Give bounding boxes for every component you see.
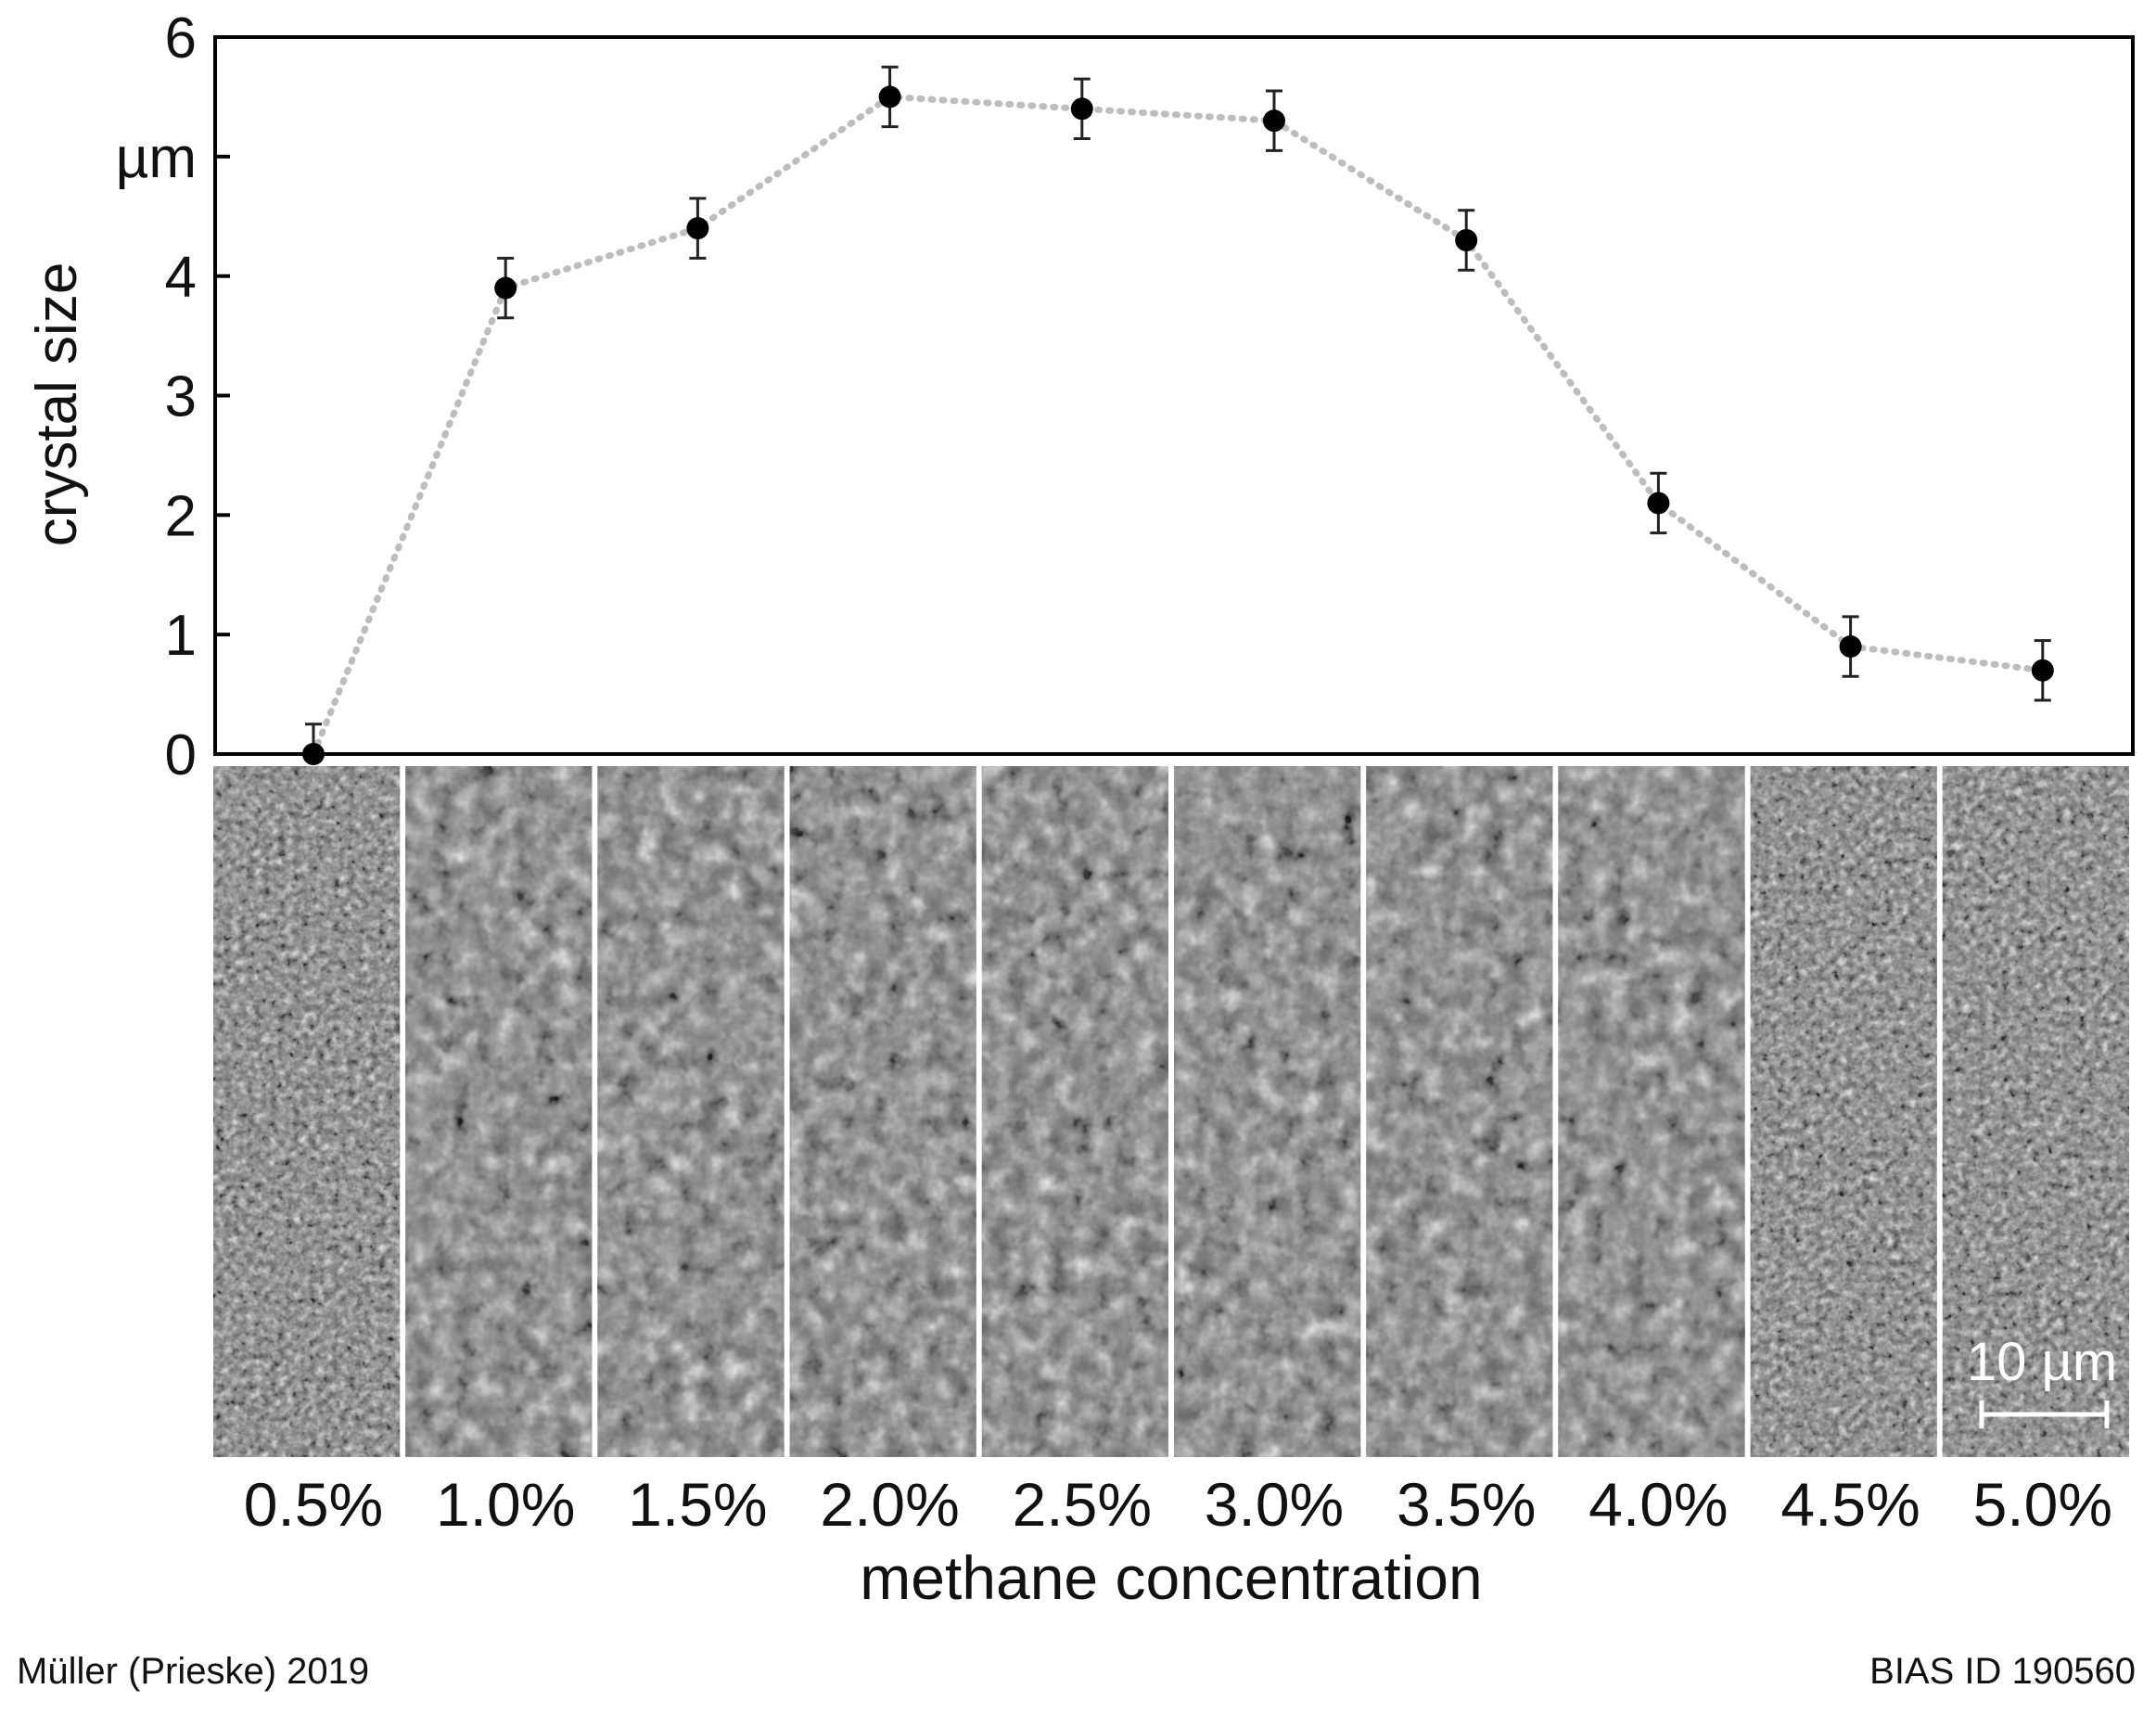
y-tick-label: 4 bbox=[165, 246, 197, 310]
micrograph-panel bbox=[1942, 766, 2129, 1457]
micrograph-panel bbox=[213, 766, 401, 1457]
micrograph-panel bbox=[597, 766, 785, 1457]
micrograph-strip bbox=[213, 766, 2129, 1457]
credit-right: BIAS ID 190560 bbox=[1869, 1651, 2136, 1692]
x-tick-label: 1.0% bbox=[436, 1470, 575, 1539]
y-tick-label: 2 bbox=[165, 484, 197, 548]
data-point bbox=[302, 743, 325, 765]
micrograph-panel bbox=[789, 766, 976, 1457]
data-point bbox=[878, 85, 901, 109]
x-tick-label: 3.5% bbox=[1397, 1470, 1536, 1539]
scale-bar-label: 10 µm bbox=[1967, 1332, 2117, 1392]
x-tick-labels: 0.5% 1.0% 1.5% 2.0% 2.5% 3.0% 3.5% 4.0% 4.5% 5.0% bbox=[244, 1470, 2112, 1539]
data-point bbox=[1070, 97, 1093, 121]
x-axis-title: methane concentration bbox=[860, 1543, 1482, 1612]
connector-layer bbox=[310, 93, 2047, 758]
x-tick-label: 3.0% bbox=[1205, 1470, 1344, 1539]
data-point bbox=[686, 217, 709, 240]
x-tick-label: 2.5% bbox=[1013, 1470, 1152, 1539]
y-tick-label: 6 bbox=[165, 6, 197, 70]
micrograph-panel bbox=[981, 766, 1168, 1457]
y-axis-title: crystal size bbox=[25, 262, 89, 547]
data-point bbox=[2031, 659, 2054, 682]
data-point bbox=[1263, 109, 1285, 133]
y-tick-label: 0 bbox=[165, 723, 197, 787]
x-tick-label: 4.0% bbox=[1588, 1470, 1728, 1539]
x-tick-label: 5.0% bbox=[1973, 1470, 2112, 1539]
micrograph-panel bbox=[1558, 766, 1745, 1457]
x-tick-label: 2.0% bbox=[820, 1470, 959, 1539]
y-axis: 0 1 2 3 4 6 µm bbox=[116, 6, 230, 787]
micrograph-panel bbox=[1750, 766, 1937, 1457]
y-unit-label: µm bbox=[116, 126, 197, 190]
scale-bar: 10 µm bbox=[1967, 1332, 2117, 1428]
micrograph-panel bbox=[1366, 766, 1553, 1457]
y-tick-label: 1 bbox=[165, 604, 197, 668]
micrograph-panel bbox=[1174, 766, 1361, 1457]
x-tick-label: 1.5% bbox=[628, 1470, 767, 1539]
data-point bbox=[1455, 229, 1478, 252]
micrograph-panel bbox=[405, 766, 593, 1457]
data-point bbox=[1647, 492, 1670, 515]
x-tick-label: 4.5% bbox=[1780, 1470, 1920, 1539]
credit-left: Müller (Prieske) 2019 bbox=[17, 1651, 370, 1692]
x-tick-label: 0.5% bbox=[244, 1470, 383, 1539]
y-tick-label: 3 bbox=[165, 365, 197, 429]
point-layer bbox=[302, 85, 2054, 765]
series-connector-line bbox=[310, 93, 2047, 758]
errorbar-layer bbox=[305, 65, 2051, 754]
data-point bbox=[494, 276, 517, 300]
data-point bbox=[1839, 635, 1862, 659]
